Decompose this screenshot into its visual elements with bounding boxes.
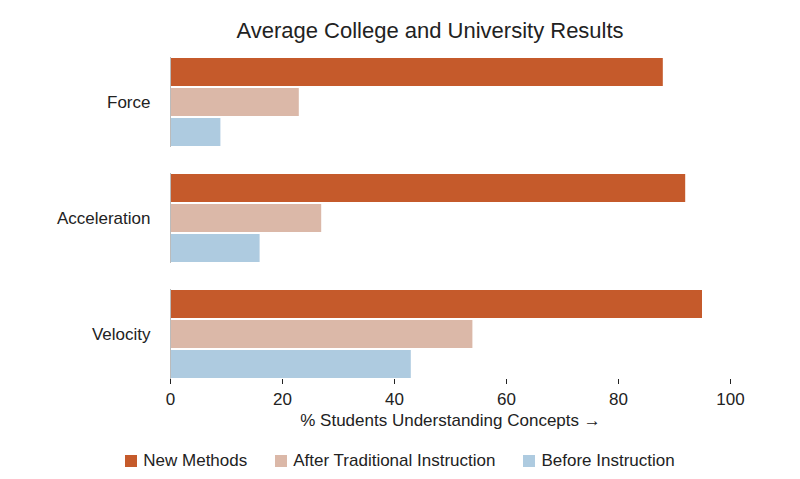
svg-text:Force: Force — [107, 93, 150, 112]
svg-text:80: 80 — [609, 390, 628, 409]
svg-text:0: 0 — [166, 390, 175, 409]
svg-text:20: 20 — [273, 390, 292, 409]
svg-text:40: 40 — [385, 390, 404, 409]
html-text:New Methods: New Methods — [143, 451, 248, 470]
html-text:Average College and University: Average College and University Results — [236, 18, 624, 43]
svg-text:Velocity: Velocity — [92, 325, 151, 344]
svg-text:% Students Understanding Conce: % Students Understanding Concepts → — [300, 411, 601, 430]
svg-text:Acceleration: Acceleration — [57, 209, 151, 228]
html-text:Before Instruction: Before Instruction — [541, 451, 675, 470]
svg-text:100: 100 — [716, 390, 744, 409]
html-text:After Traditional Instruction: After Traditional Instruction — [293, 451, 496, 470]
svg-text:60: 60 — [497, 390, 516, 409]
